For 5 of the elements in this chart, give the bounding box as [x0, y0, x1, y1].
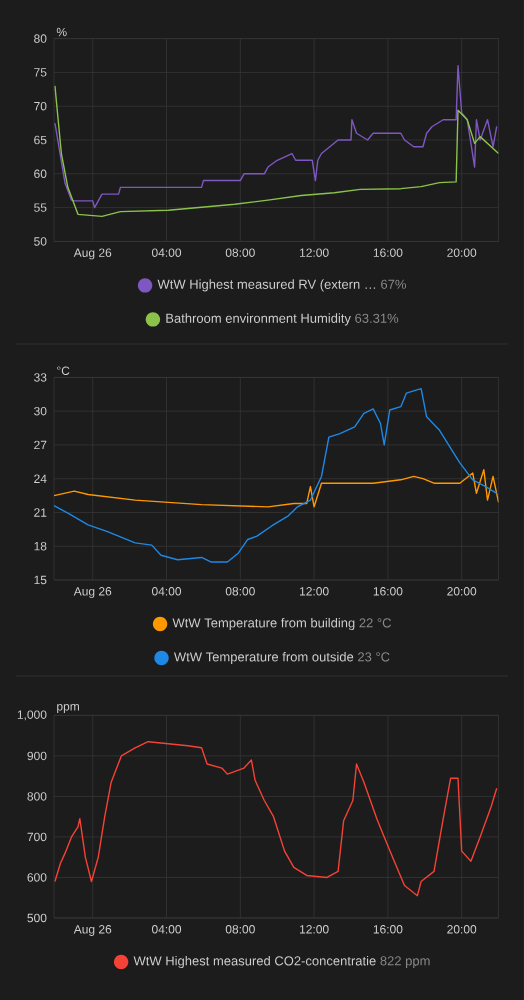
line-series	[54, 741, 498, 897]
line-series	[54, 387, 498, 563]
line-series	[54, 468, 499, 508]
line-series	[54, 64, 498, 209]
line-series	[54, 85, 499, 218]
